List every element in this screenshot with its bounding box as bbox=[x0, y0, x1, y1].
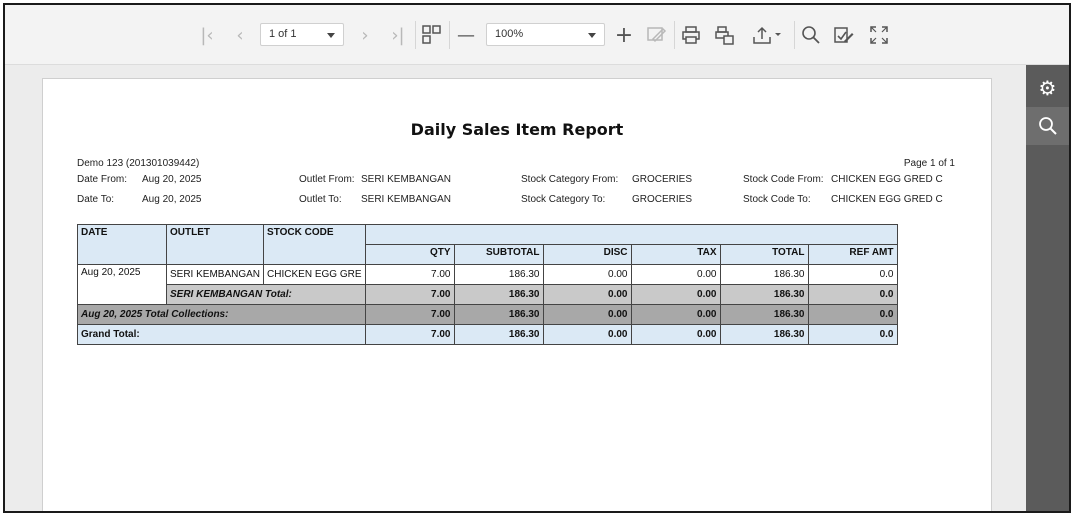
outlet-from-label: Outlet From: bbox=[299, 174, 355, 185]
outlet-total-total: 186.30 bbox=[719, 284, 809, 305]
grand-total-tax: 0.00 bbox=[630, 324, 721, 345]
export-icon[interactable] bbox=[750, 23, 786, 47]
table-row: Aug 20, 2025 SERI KEMBANGAN CHICKEN EGG … bbox=[77, 264, 898, 305]
report-viewer-window: |‹ ‹ 1 of 1 › ›| — 100% + bbox=[3, 3, 1071, 513]
grand-total-row: Grand Total: 7.00 186.30 0.00 0.00 186.3… bbox=[77, 324, 898, 345]
grand-total-label: Grand Total: bbox=[77, 324, 366, 345]
header-qty: QTY bbox=[364, 244, 455, 265]
header-stock-code: STOCK CODE bbox=[263, 224, 366, 265]
table-header-row: QTY SUBTOTAL DISC TAX TOTAL REF AMT bbox=[78, 244, 898, 265]
next-page-icon[interactable]: › bbox=[361, 24, 369, 46]
zoom-in-icon[interactable]: + bbox=[614, 22, 634, 48]
right-sidebar: ⚙ bbox=[1026, 65, 1069, 511]
toolbar-divider bbox=[674, 21, 675, 49]
outlet-total-ref-amt: 0.0 bbox=[807, 284, 898, 305]
outlet-to-label: Outlet To: bbox=[299, 194, 342, 205]
search-icon[interactable] bbox=[799, 23, 823, 47]
toolbar-divider bbox=[794, 21, 795, 49]
grand-total-ref-amt: 0.0 bbox=[807, 324, 898, 345]
last-page-icon[interactable]: ›| bbox=[391, 24, 405, 46]
collections-label: Aug 20, 2025 Total Collections: bbox=[77, 304, 366, 325]
table-header-row: DATE OUTLET STOCK CODE bbox=[77, 224, 898, 265]
sales-table: DATE OUTLET STOCK CODE QTY SUBTOTAL DISC… bbox=[77, 224, 898, 345]
collections-total: 186.30 bbox=[719, 304, 809, 325]
toolbar-divider bbox=[449, 21, 450, 49]
first-page-icon[interactable]: |‹ bbox=[200, 24, 214, 46]
stock-code-to-label: Stock Code To: bbox=[743, 194, 811, 205]
header-date: DATE bbox=[77, 224, 167, 265]
toolbar-divider bbox=[415, 21, 416, 49]
toolbar: |‹ ‹ 1 of 1 › ›| — 100% + bbox=[5, 5, 1069, 65]
cell-ref-amt: 0.0 bbox=[807, 264, 898, 285]
collections-subtotal: 186.30 bbox=[453, 304, 544, 325]
outlet-total-row: SERI KEMBANGAN Total: 7.00 186.30 0.00 0… bbox=[78, 284, 898, 305]
header-total: TOTAL bbox=[719, 244, 809, 265]
cell-outlet: SERI KEMBANGAN bbox=[165, 264, 265, 285]
print-icon[interactable] bbox=[679, 23, 703, 47]
zoom-select-value: 100% bbox=[495, 28, 524, 40]
gear-icon[interactable]: ⚙ bbox=[1038, 76, 1057, 100]
cell-qty: 7.00 bbox=[364, 264, 455, 285]
fullscreen-icon[interactable] bbox=[867, 23, 891, 47]
stock-category-to-label: Stock Category To: bbox=[521, 194, 606, 205]
grand-total-total: 186.30 bbox=[719, 324, 809, 345]
date-from-label: Date From: bbox=[77, 174, 128, 185]
print-page-icon[interactable] bbox=[713, 23, 737, 47]
outlet-total-tax: 0.00 bbox=[630, 284, 721, 305]
stock-code-from-value: CHICKEN EGG GRED C bbox=[831, 174, 943, 185]
page-info: Page 1 of 1 bbox=[903, 158, 955, 169]
grand-total-qty: 7.00 bbox=[364, 324, 455, 345]
outlet-total-qty: 7.00 bbox=[364, 284, 455, 305]
cell-disc: 0.00 bbox=[542, 264, 632, 285]
zoom-out-icon[interactable]: — bbox=[457, 24, 475, 46]
zoom-select[interactable]: 100% bbox=[486, 23, 605, 46]
stock-category-to-value: GROCERIES bbox=[632, 194, 693, 205]
header-blank bbox=[364, 224, 898, 245]
multipage-icon[interactable] bbox=[420, 23, 444, 47]
date-from-value: Aug 20, 2025 bbox=[142, 174, 202, 185]
outlet-total-disc: 0.00 bbox=[542, 284, 632, 305]
header-outlet: OUTLET bbox=[165, 224, 265, 265]
collections-tax: 0.00 bbox=[630, 304, 721, 325]
cell-date: Aug 20, 2025 bbox=[77, 264, 167, 305]
cell-stock-code: CHICKEN EGG GRE bbox=[263, 264, 366, 285]
page-select-value: 1 of 1 bbox=[269, 28, 297, 40]
report-title: Daily Sales Item Report bbox=[410, 120, 624, 139]
search-icon[interactable] bbox=[1026, 107, 1069, 145]
cell-tax: 0.00 bbox=[630, 264, 721, 285]
collections-disc: 0.00 bbox=[542, 304, 632, 325]
date-to-value: Aug 20, 2025 bbox=[142, 194, 202, 205]
prev-page-icon[interactable]: ‹ bbox=[236, 24, 244, 46]
cell-subtotal: 186.30 bbox=[453, 264, 544, 285]
stock-code-from-label: Stock Code From: bbox=[743, 174, 824, 185]
report-viewport[interactable]: Daily Sales Item Report Demo 123 (201301… bbox=[5, 65, 1028, 511]
report-page: Daily Sales Item Report Demo 123 (201301… bbox=[42, 78, 992, 511]
outlet-to-value: SERI KEMBANGAN bbox=[361, 194, 452, 205]
header-tax: TAX bbox=[630, 244, 721, 265]
collections-row: Aug 20, 2025 Total Collections: 7.00 186… bbox=[77, 304, 898, 325]
date-to-label: Date To: bbox=[77, 194, 115, 205]
stock-category-from-value: GROCERIES bbox=[632, 174, 693, 185]
collections-ref-amt: 0.0 bbox=[807, 304, 898, 325]
cell-total: 186.30 bbox=[719, 264, 809, 285]
company-name: Demo 123 (201301039442) bbox=[77, 158, 200, 169]
header-ref-amt: REF AMT bbox=[807, 244, 898, 265]
outlet-from-value: SERI KEMBANGAN bbox=[361, 174, 452, 185]
grand-total-disc: 0.00 bbox=[542, 324, 632, 345]
header-disc: DISC bbox=[542, 244, 632, 265]
chevron-down-icon bbox=[588, 33, 596, 38]
stock-code-to-value: CHICKEN EGG GRED C bbox=[831, 194, 943, 205]
grand-total-subtotal: 186.30 bbox=[453, 324, 544, 345]
stock-category-from-label: Stock Category From: bbox=[521, 174, 619, 185]
header-subtotal: SUBTOTAL bbox=[453, 244, 544, 265]
collections-qty: 7.00 bbox=[364, 304, 455, 325]
page-select[interactable]: 1 of 1 bbox=[260, 23, 344, 46]
highlight-editing-icon[interactable] bbox=[645, 23, 669, 47]
chevron-down-icon bbox=[327, 33, 335, 38]
outlet-total-label: SERI KEMBANGAN Total: bbox=[166, 284, 366, 305]
editing-fields-icon[interactable] bbox=[832, 23, 856, 47]
outlet-total-subtotal: 186.30 bbox=[453, 284, 544, 305]
